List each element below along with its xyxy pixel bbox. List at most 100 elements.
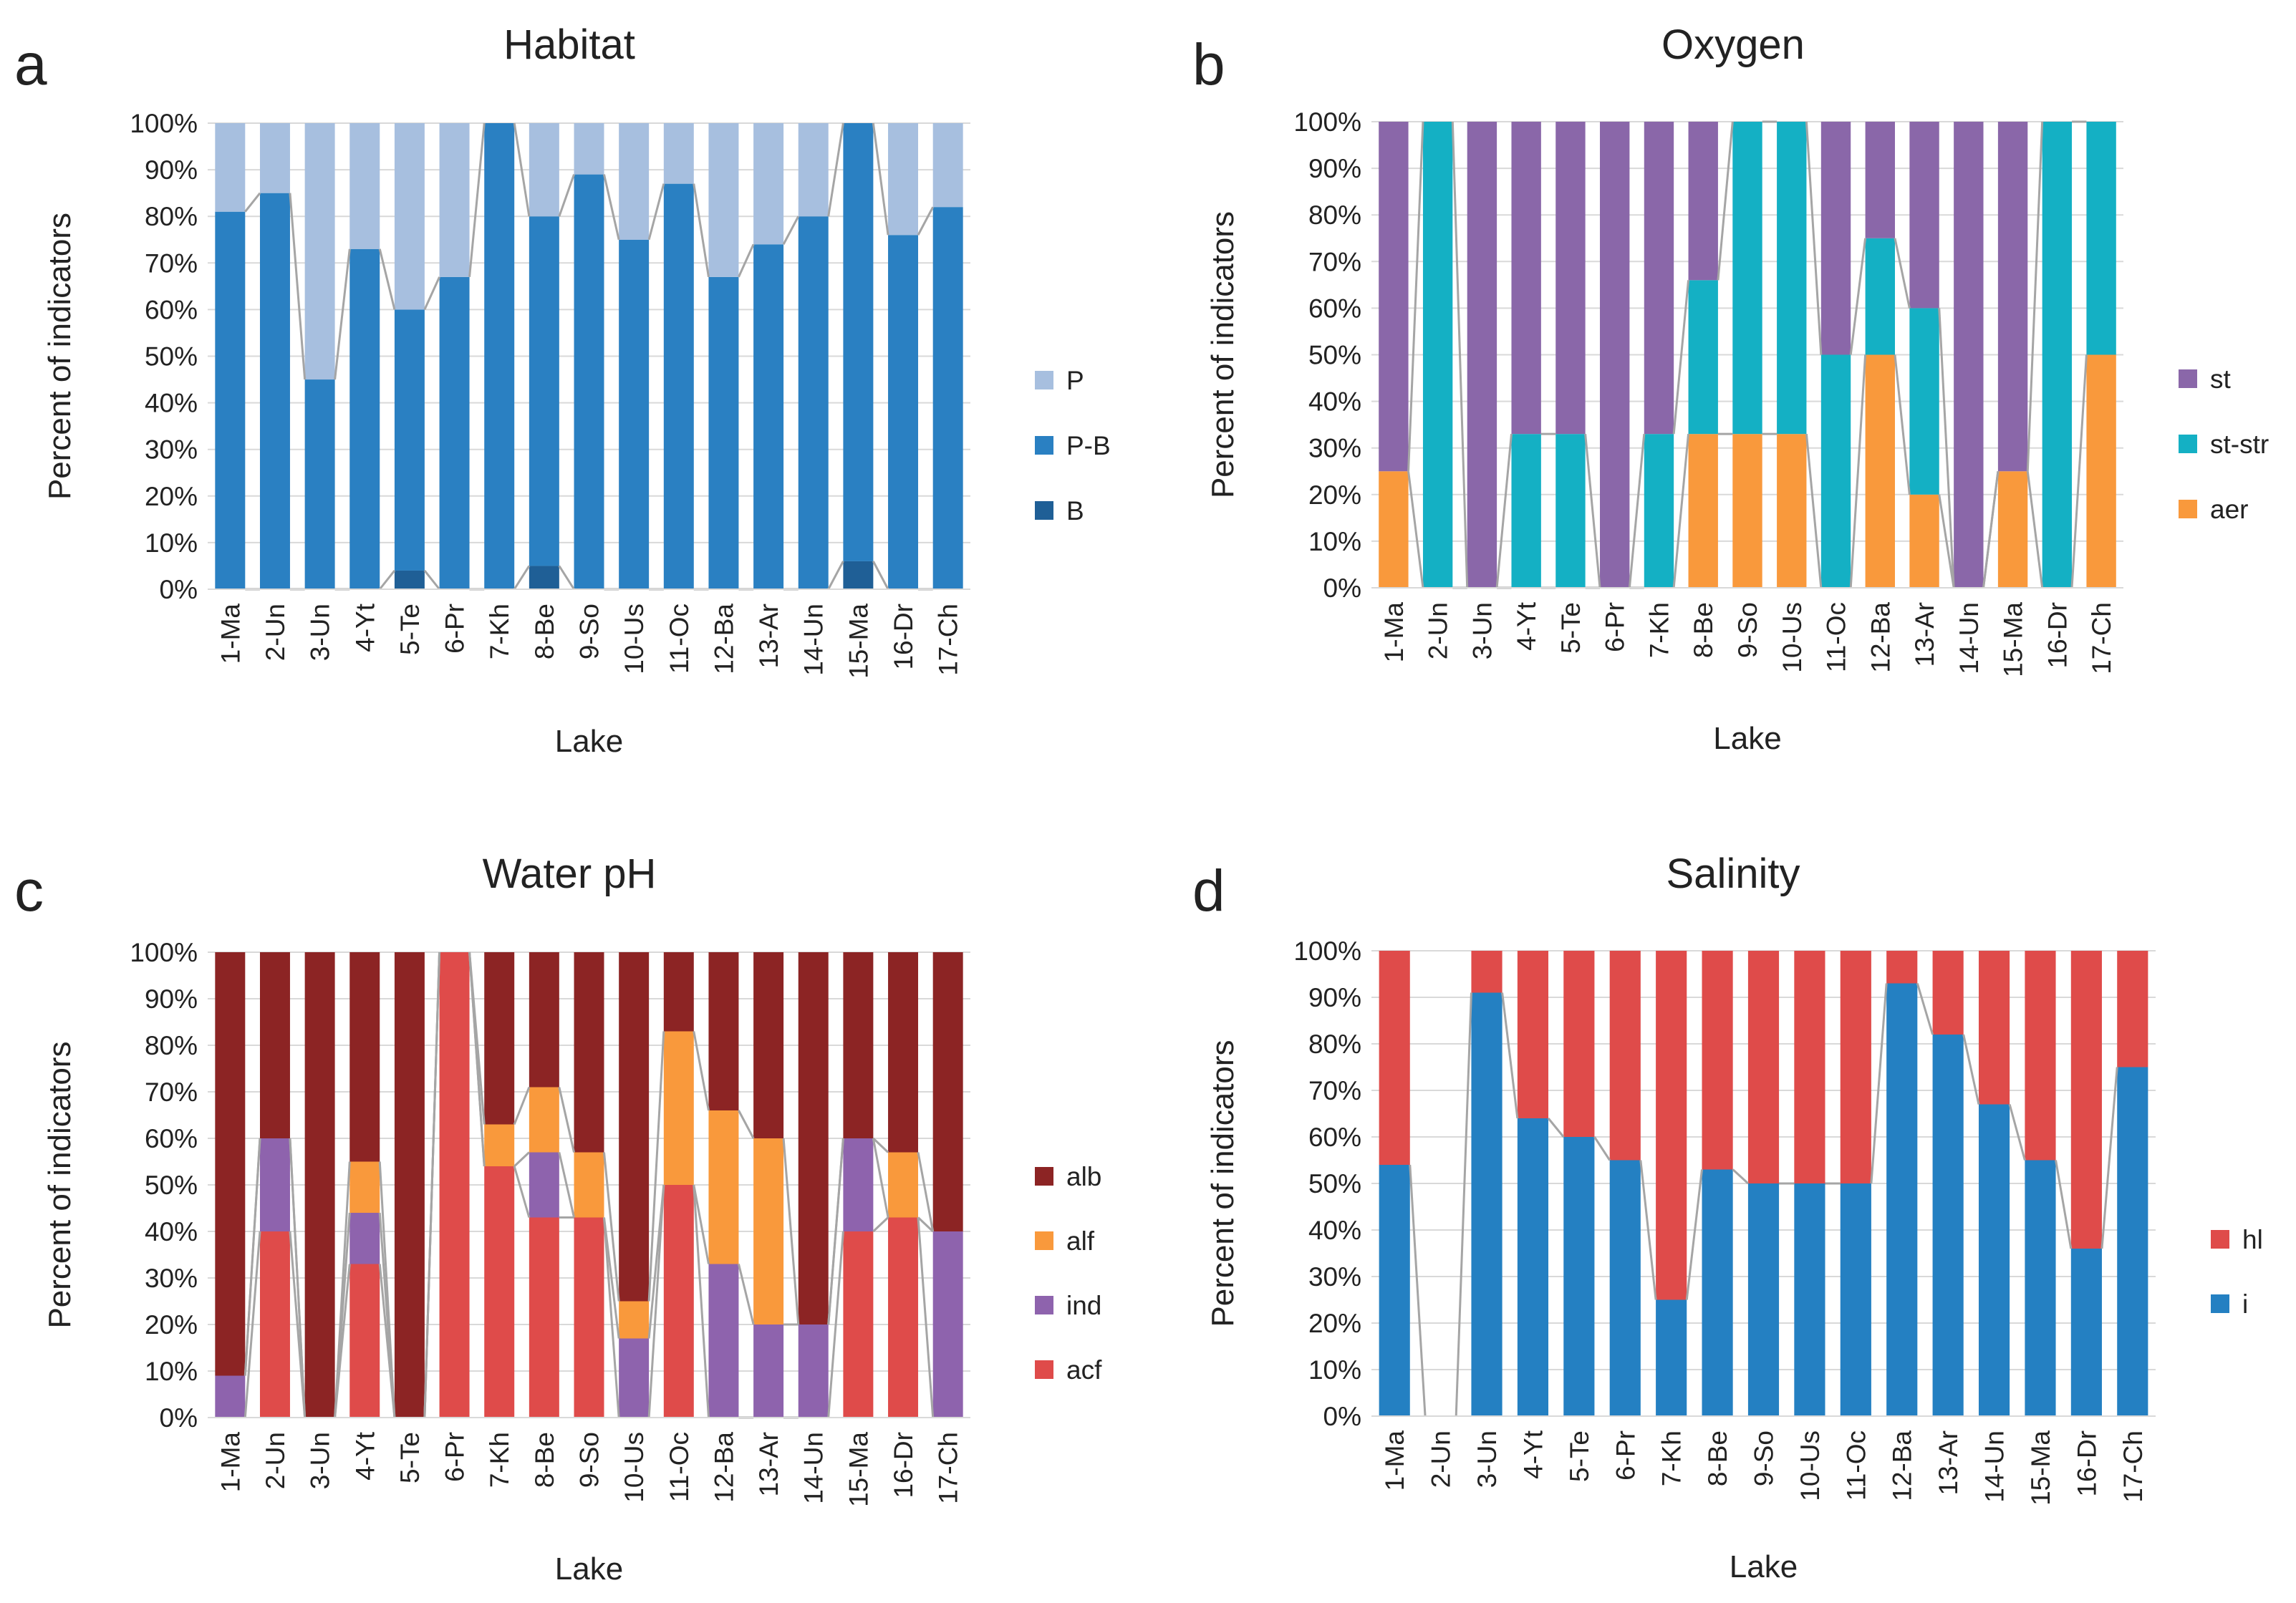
series-connector — [872, 1138, 889, 1218]
series-connector — [1938, 308, 1955, 589]
x-tick-label: 12-Ba — [709, 1432, 738, 1503]
bar-P-B-9-So — [574, 174, 604, 590]
x-tick-label: 5-Te — [395, 1432, 425, 1483]
x-axis-label: Lake — [555, 1551, 623, 1587]
x-tick-label: 4-Yt — [350, 603, 380, 652]
bar-st-str-7-Kh — [1644, 434, 1674, 588]
series-connector — [738, 1110, 755, 1139]
series-connector — [647, 1184, 665, 1339]
legend-label-hl: hl — [2242, 1225, 2263, 1254]
series-connector — [513, 122, 531, 217]
y-tick-label: 80% — [1308, 200, 1361, 230]
y-tick-label: 10% — [145, 1357, 198, 1386]
bar-P-9-So — [574, 123, 604, 175]
bar-st-str-16-Dr — [2042, 122, 2073, 588]
bar-i-10-Us — [1794, 1183, 1825, 1416]
x-tick-label: 15-Ma — [2026, 1430, 2055, 1506]
bar-alb-7-Kh — [484, 952, 515, 1125]
y-tick-label: 70% — [145, 248, 198, 278]
series-connector — [1894, 354, 1911, 495]
series-connector — [1672, 434, 1690, 589]
series-connector — [334, 248, 351, 380]
y-tick-label: 10% — [145, 528, 198, 558]
y-tick-label: 70% — [145, 1077, 198, 1107]
bar-alb-12-Ba — [708, 952, 739, 1110]
legend-swatch-st — [2179, 369, 2197, 388]
x-tick-label: 9-So — [1750, 1430, 1779, 1486]
y-tick-label: 50% — [1308, 1169, 1361, 1198]
legend-swatch-B — [1035, 501, 1053, 520]
y-tick-label: 60% — [1308, 294, 1361, 323]
bar-alb-3-Un — [304, 952, 335, 1418]
series-connector — [872, 1216, 889, 1233]
bar-P-1-Ma — [215, 123, 246, 212]
y-tick-label: 50% — [1308, 341, 1361, 370]
bar-st-6-Pr — [1600, 122, 1630, 588]
x-axis-label: Lake — [1713, 721, 1781, 756]
bar-i-4-Yt — [1517, 1118, 1549, 1416]
y-tick-label: 100% — [1293, 107, 1361, 137]
bar-P-8-Be — [529, 123, 559, 217]
series-connector — [1495, 434, 1513, 589]
y-tick-label: 90% — [145, 155, 198, 185]
series-connector — [1407, 471, 1424, 589]
bar-st-8-Be — [1688, 122, 1718, 281]
series-connector — [1717, 121, 1734, 281]
y-tick-label: 100% — [130, 938, 198, 967]
series-connector — [1805, 121, 1823, 355]
legend-label-aer: aer — [2210, 495, 2248, 524]
x-tick-label: 8-Be — [1703, 1430, 1732, 1486]
bar-st-str-12-Ba — [1865, 238, 1895, 355]
y-tick-label: 40% — [145, 1217, 198, 1246]
x-tick-label: 16-Dr — [2072, 1430, 2101, 1497]
series-connector — [2026, 471, 2044, 589]
series-connector — [602, 1217, 620, 1339]
x-tick-label: 10-Us — [1778, 602, 1807, 673]
series-connector — [647, 1031, 665, 1302]
series-connector — [917, 1152, 935, 1232]
legend: P P-B B — [1035, 366, 1111, 526]
bar-acf-6-Pr — [439, 952, 470, 1418]
y-tick-label: 20% — [1308, 480, 1361, 510]
bar-ind-8-Be — [529, 1152, 559, 1218]
y-tick-label: 90% — [1308, 154, 1361, 183]
bar-P-B-3-Un — [304, 379, 335, 589]
bar-st-7-Kh — [1644, 122, 1674, 435]
x-tick-label: 14-Un — [1954, 602, 1984, 674]
bar-hl-12-Ba — [1886, 951, 1918, 984]
x-tick-label: 10-Us — [1795, 1430, 1825, 1501]
x-tick-label: 11-Oc — [1841, 1430, 1871, 1501]
x-tick-label: 4-Yt — [1518, 1430, 1548, 1479]
panel-label: d — [1192, 858, 1225, 924]
y-tick-label: 30% — [1308, 434, 1361, 463]
x-tick-label: 12-Ba — [1866, 602, 1895, 673]
bar-acf-8-Be — [529, 1217, 559, 1418]
y-axis-label: Percent of indicators — [42, 1041, 77, 1328]
bar-P-16-Dr — [888, 123, 919, 236]
y-tick-label: 90% — [145, 984, 198, 1014]
bar-hl-7-Kh — [1656, 951, 1687, 1300]
bar-alb-2-Un — [259, 952, 290, 1138]
x-tick-label: 15-Ma — [844, 1432, 873, 1507]
series-connector — [782, 1138, 800, 1325]
x-tick-label: 13-Ar — [1934, 1430, 1963, 1495]
series-connector — [2026, 121, 2044, 472]
bar-acf-4-Yt — [349, 1264, 380, 1418]
y-axis-label: Percent of indicators — [1205, 211, 1240, 498]
bar-aer-1-Ma — [1379, 471, 1409, 588]
y-tick-label: 50% — [145, 1171, 198, 1200]
legend: hl i — [2211, 1225, 2263, 1319]
bar-ind-17-Ch — [932, 1231, 963, 1418]
bar-ind-10-Us — [619, 1338, 650, 1418]
x-tick-label: 9-So — [575, 1432, 604, 1488]
bar-P-B-5-Te — [394, 309, 425, 571]
bar-i-7-Kh — [1656, 1299, 1687, 1416]
series-connector — [423, 276, 440, 311]
x-tick-label: 1-Ma — [216, 1432, 245, 1493]
series-connector — [602, 1217, 620, 1418]
legend-label-acf: acf — [1066, 1355, 1102, 1385]
x-tick-label: 14-Un — [799, 604, 829, 676]
bar-ind-15-Ma — [843, 1138, 874, 1231]
x-tick-label: 13-Ar — [1910, 602, 1939, 667]
bar-P-B-15-Ma — [843, 123, 874, 561]
